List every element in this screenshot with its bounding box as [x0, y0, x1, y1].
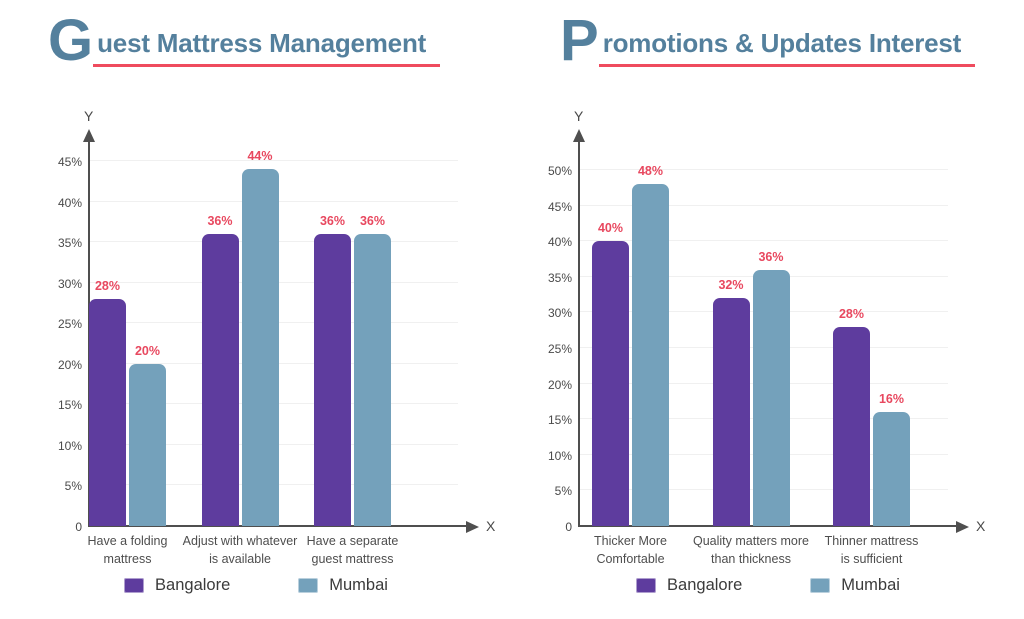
bar-value-label: 32%: [718, 278, 744, 293]
bar-value-label: 48%: [637, 164, 664, 179]
bars-region: 28% 20% Have a folding mattress 36% 44% Adjus…: [88, 106, 399, 566]
legend-swatch-mumbai: [810, 578, 831, 593]
bars-region: 40% 48% Thicker More Comfortable 32% 36% Qual…: [592, 106, 919, 566]
y-tick-label: 25%: [57, 317, 82, 332]
bar-group: 28% 16% Thinner mattress is sufficient: [825, 307, 919, 566]
legend-label: Bangalore: [155, 576, 231, 594]
title-text: uest Mattress Management: [93, 18, 441, 67]
bar-bangalore: 40%: [592, 221, 629, 526]
y-axis-arrow-icon: [83, 129, 95, 142]
y-axis-title: Y: [84, 108, 94, 124]
bar-mumbai: 16%: [873, 392, 910, 526]
chart-panel-guest-mattress: G uest Mattress Management 45% 40% 35% 30% 2…: [0, 12, 512, 595]
x-category-label: Thinner mattress is sufficient: [824, 534, 919, 566]
y-tick-label: 20%: [547, 377, 572, 392]
bar-group: 40% 48% Thicker More Comfortable: [592, 164, 669, 566]
gridline: [90, 160, 458, 161]
y-tick-label: 45%: [57, 155, 82, 169]
legend-item-mumbai: Mumbai: [810, 576, 900, 595]
y-tick-label: 40%: [57, 195, 82, 210]
y-tick-label: 5%: [554, 484, 572, 499]
chart-legend: Bangalore Mumbai: [0, 576, 512, 595]
y-axis-line: [578, 140, 580, 526]
legend-swatch-bangalore: [636, 578, 657, 593]
y-axis-title: Y: [574, 108, 584, 124]
bar-value-label: 28%: [94, 278, 121, 293]
bar-value-label: 36%: [207, 214, 233, 228]
title-dropcap: P: [560, 8, 599, 73]
bar-bangalore: 28%: [89, 279, 126, 526]
legend-label: Mumbai: [329, 576, 388, 594]
x-category-label: Have a folding mattress: [87, 534, 168, 566]
y-tick-label: 35%: [547, 270, 572, 285]
bar-value-label: 36%: [359, 214, 386, 228]
bar-value-label: 28%: [838, 306, 865, 321]
legend-item-bangalore: Bangalore: [124, 576, 230, 595]
title-text: romotions & Updates Interest: [598, 18, 976, 67]
bar-value-label: 20%: [134, 343, 161, 358]
x-axis-title: X: [976, 518, 986, 534]
bar-group: 36% 36% Have a separate guest mattress: [307, 214, 399, 566]
bar-chart-plot: 50% 45% 40% 35% 30% 25% 20% 15% 10% 5% 0 Y X 40% 48…: [512, 106, 1024, 566]
y-tick-label: 30%: [547, 306, 572, 321]
title-dropcap: G: [48, 8, 94, 73]
bar-mumbai: 36%: [752, 250, 790, 526]
chart-panel-promotions: P romotions & Updates Interest 50% 45% 40%…: [512, 0, 1024, 619]
chart-legend: Bangalore Mumbai: [512, 576, 1024, 595]
bar-mumbai: 48%: [632, 164, 669, 526]
legend-label: Bangalore: [667, 576, 743, 594]
bar-value-label: 44%: [247, 149, 273, 164]
x-category-label: Thicker More Comfortable: [594, 534, 667, 566]
bar-value-label: 16%: [878, 392, 905, 407]
bar-group: 32% 36% Quality matters more than thicknes…: [693, 250, 809, 566]
chart-title: G uest Mattress Management: [48, 12, 512, 80]
x-axis-title: X: [486, 518, 496, 534]
x-axis-line: [88, 525, 466, 527]
bar-mumbai: 36%: [354, 214, 391, 526]
y-tick-label: 15%: [57, 398, 82, 413]
legend-label: Mumbai: [841, 576, 900, 594]
y-tick-label: 10%: [57, 438, 82, 453]
bar-mumbai: 20%: [129, 344, 166, 526]
bar-bangalore: 28%: [833, 307, 870, 526]
bar-bangalore: 32%: [712, 278, 750, 526]
y-tick-label: 50%: [547, 164, 572, 178]
bar-bangalore: 36%: [201, 214, 239, 526]
bar-value-label: 36%: [758, 249, 784, 264]
bar-mumbai: 44%: [241, 149, 279, 526]
gridline: [580, 169, 948, 170]
y-tick-label: 35%: [57, 236, 82, 251]
x-axis-arrow-icon: [956, 521, 969, 533]
gridline: [580, 240, 948, 242]
bar-group: 28% 20% Have a folding mattress: [88, 279, 168, 566]
y-axis-arrow-icon: [573, 129, 585, 142]
origin-label: 0: [75, 520, 82, 534]
legend-swatch-bangalore: [124, 578, 145, 593]
x-category-label: Adjust with whatever is available: [182, 534, 298, 566]
legend-item-bangalore: Bangalore: [636, 576, 742, 595]
legend-swatch-mumbai: [298, 578, 319, 593]
bar-chart-plot: 45% 40% 35% 30% 25% 20% 15% 10% 5% 0 Y X 28% 20% Ha…: [0, 106, 512, 566]
origin-label: 0: [565, 520, 572, 534]
chart-title: P romotions & Updates Interest: [560, 12, 1024, 80]
y-tick-label: 20%: [57, 357, 82, 372]
bar-value-label: 36%: [319, 214, 346, 228]
y-tick-label: 25%: [547, 342, 572, 356]
y-tick-label: 15%: [547, 413, 572, 428]
y-tick-label: 10%: [547, 448, 572, 463]
y-tick-label: 30%: [57, 276, 82, 291]
y-tick-label: 5%: [64, 479, 82, 494]
bar-value-label: 40%: [597, 221, 624, 236]
legend-item-mumbai: Mumbai: [298, 576, 388, 595]
x-axis-arrow-icon: [466, 521, 479, 533]
y-tick-label: 40%: [547, 235, 572, 250]
y-tick-label: 45%: [547, 199, 572, 214]
x-category-label: Have a separate guest mattress: [306, 534, 399, 566]
bar-bangalore: 36%: [314, 214, 351, 526]
bar-group: 36% 44% Adjust with whatever is available: [183, 149, 298, 565]
x-category-label: Quality matters more than thickness: [692, 534, 809, 566]
x-axis-line: [578, 525, 956, 527]
gridline: [580, 204, 948, 206]
